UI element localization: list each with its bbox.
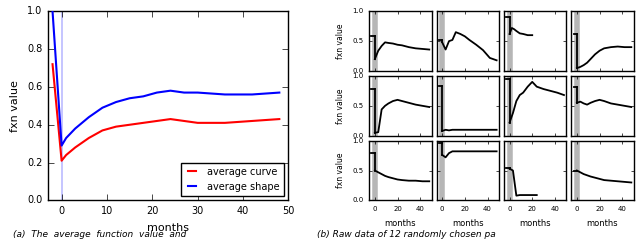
X-axis label: months: months [385, 219, 416, 228]
Y-axis label: fxn value: fxn value [10, 80, 20, 132]
X-axis label: months: months [587, 219, 618, 228]
Y-axis label: fxn value: fxn value [337, 23, 346, 59]
Text: (a)  The  average  function  value  and: (a) The average function value and [13, 230, 186, 239]
Y-axis label: fxn value: fxn value [337, 88, 346, 124]
Legend: average curve, average shape: average curve, average shape [180, 163, 284, 195]
X-axis label: months: months [519, 219, 551, 228]
Text: (b) Raw data of 12 randomly chosen pa: (b) Raw data of 12 randomly chosen pa [317, 230, 496, 239]
X-axis label: months: months [147, 223, 189, 233]
X-axis label: months: months [452, 219, 483, 228]
Y-axis label: fxn value: fxn value [337, 153, 346, 188]
